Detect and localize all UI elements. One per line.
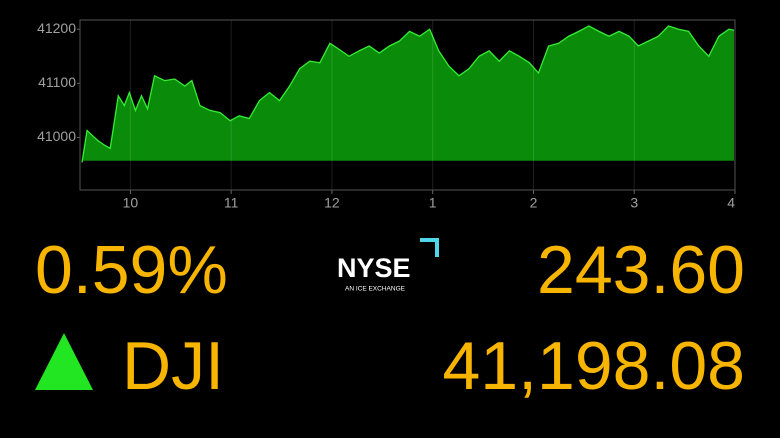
x-tick-label: 4 xyxy=(727,195,735,211)
area-above xyxy=(82,25,734,162)
x-tick-label: 11 xyxy=(224,195,239,211)
y-tick-label: 41000 xyxy=(37,128,76,144)
y-tick-label: 41200 xyxy=(37,20,76,36)
symbol: DJI xyxy=(122,328,224,404)
x-tick-label: 2 xyxy=(530,195,538,211)
price-line xyxy=(81,25,735,163)
x-tick-label: 12 xyxy=(324,195,340,211)
x-tick-label: 10 xyxy=(123,195,139,211)
plot-frame xyxy=(79,19,736,191)
change-percent: 0.59% xyxy=(35,232,228,308)
up-indicator xyxy=(35,333,93,390)
logo-tagline: AN ICE EXCHANGE xyxy=(345,286,406,293)
logo-mark xyxy=(420,238,439,257)
x-tick-label: 1 xyxy=(429,195,437,211)
x-tick-label: 3 xyxy=(630,195,638,211)
change-points: 243.60 xyxy=(537,232,745,308)
logo-name: NYSE xyxy=(337,253,411,283)
price: 41,198.08 xyxy=(442,328,745,404)
y-tick-label: 41100 xyxy=(38,74,76,90)
